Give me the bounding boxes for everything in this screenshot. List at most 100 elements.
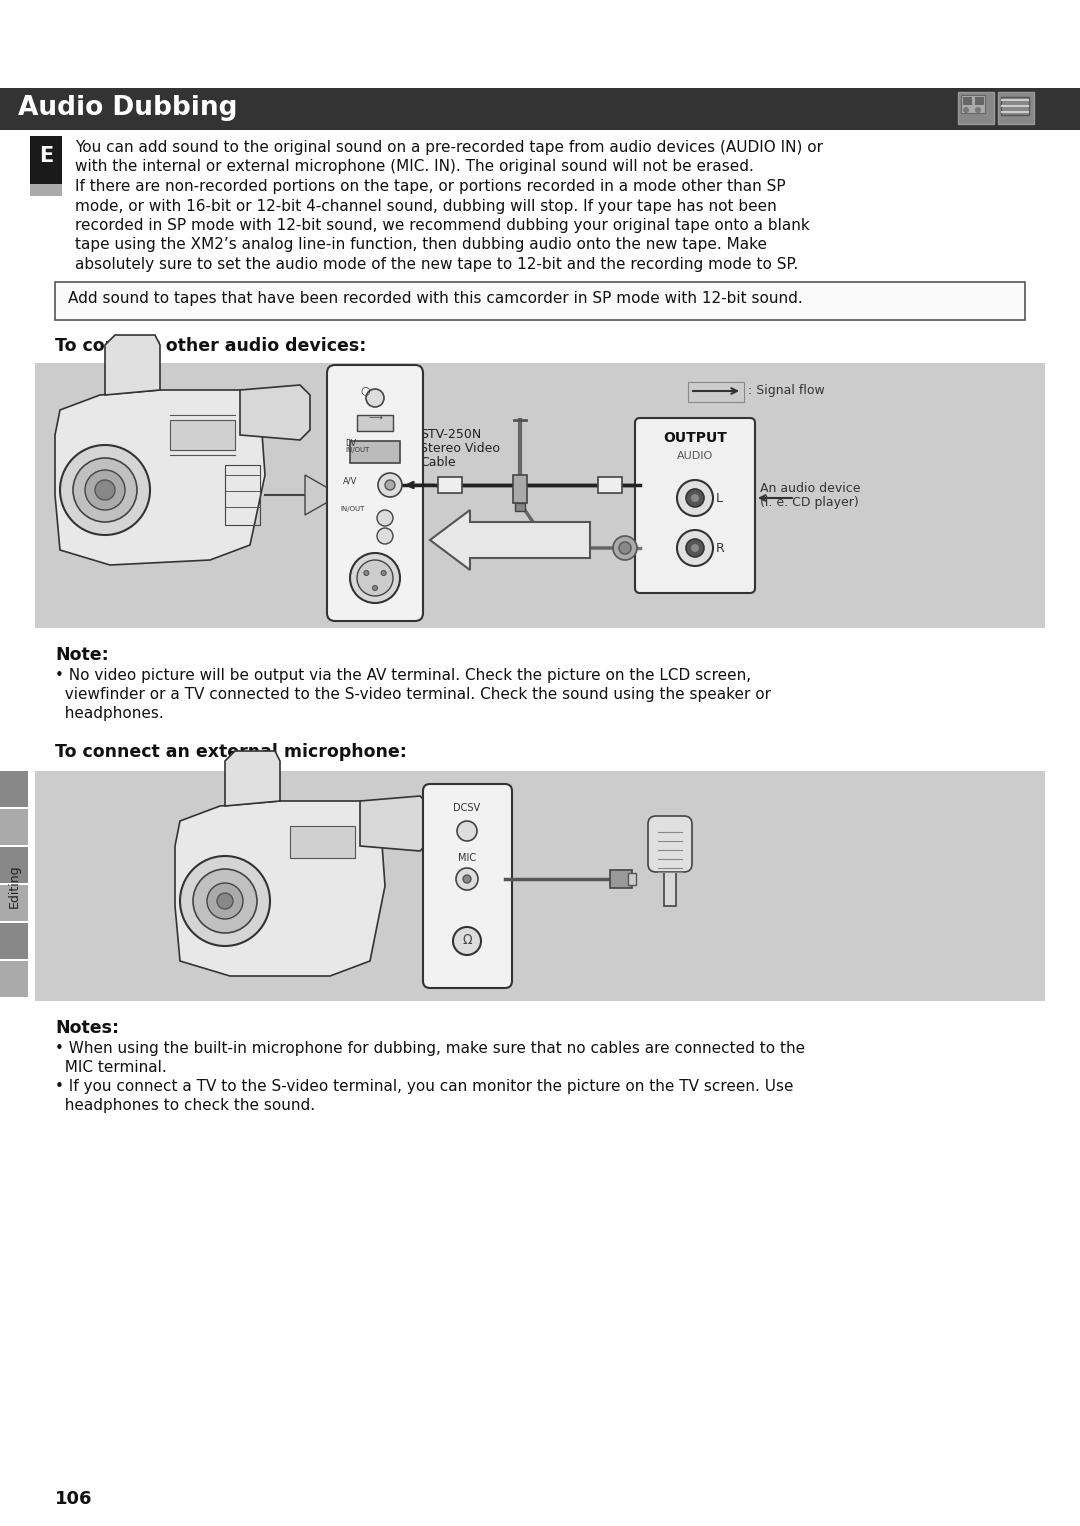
Bar — [598, 478, 622, 493]
Circle shape — [677, 481, 713, 516]
Text: AUDIO: AUDIO — [677, 452, 713, 461]
Text: ○: ○ — [360, 385, 369, 395]
Circle shape — [463, 874, 471, 884]
Bar — [664, 861, 676, 906]
Text: Note:: Note: — [55, 645, 109, 664]
Circle shape — [364, 571, 369, 575]
Bar — [513, 475, 527, 504]
Text: To connect an external microphone:: To connect an external microphone: — [55, 743, 407, 761]
Text: • No video picture will be output via the AV terminal. Check the picture on the : • No video picture will be output via th… — [55, 668, 751, 684]
Circle shape — [381, 571, 387, 575]
Polygon shape — [105, 336, 160, 395]
Bar — [963, 98, 972, 105]
Bar — [961, 95, 985, 113]
Bar — [958, 92, 994, 124]
Text: MIC: MIC — [458, 853, 476, 864]
Text: To connect other audio devices:: To connect other audio devices: — [55, 337, 366, 356]
Polygon shape — [240, 385, 310, 439]
Bar — [975, 98, 984, 105]
Bar — [0, 885, 28, 922]
Circle shape — [686, 539, 704, 557]
Circle shape — [217, 893, 233, 909]
Text: • If you connect a TV to the S-video terminal, you can monitor the picture on th: • If you connect a TV to the S-video ter… — [55, 1079, 794, 1094]
Circle shape — [73, 458, 137, 522]
Polygon shape — [360, 797, 430, 852]
Text: MIC terminal.: MIC terminal. — [55, 1061, 166, 1074]
Circle shape — [456, 868, 478, 890]
Bar — [30, 136, 62, 185]
Circle shape — [453, 926, 481, 955]
Text: Stereo Video: Stereo Video — [420, 443, 500, 455]
Bar — [357, 415, 393, 430]
Text: : Signal flow: : Signal flow — [748, 385, 825, 397]
Text: If there are non-recorded portions on the tape, or portions recorded in a mode o: If there are non-recorded portions on th… — [75, 179, 785, 194]
Text: An audio device: An audio device — [760, 482, 861, 494]
Text: R: R — [716, 542, 725, 555]
Circle shape — [613, 536, 637, 560]
Text: Audio Dubbing: Audio Dubbing — [18, 95, 238, 121]
Text: E: E — [39, 146, 53, 166]
Bar — [0, 89, 1080, 130]
Bar — [0, 771, 28, 807]
Text: Notes:: Notes: — [55, 1019, 119, 1038]
Polygon shape — [175, 801, 384, 977]
Text: headphones to check the sound.: headphones to check the sound. — [55, 1099, 315, 1112]
Circle shape — [975, 107, 981, 113]
Text: with the internal or external microphone (MIC. IN). The original sound will not : with the internal or external microphone… — [75, 160, 754, 174]
Circle shape — [373, 586, 378, 591]
Polygon shape — [430, 510, 590, 571]
Circle shape — [677, 530, 713, 566]
Bar — [627, 873, 636, 885]
Circle shape — [384, 481, 395, 490]
Circle shape — [60, 446, 150, 536]
Bar — [0, 923, 28, 958]
Text: OUTPUT: OUTPUT — [663, 430, 727, 446]
Text: ⟶: ⟶ — [368, 414, 382, 423]
Text: Add sound to tapes that have been recorded with this camcorder in SP mode with 1: Add sound to tapes that have been record… — [68, 291, 802, 307]
Polygon shape — [305, 475, 340, 514]
Circle shape — [357, 560, 393, 597]
Bar — [438, 478, 462, 493]
Text: (i. e. CD player): (i. e. CD player) — [760, 496, 859, 510]
Bar — [55, 282, 1025, 320]
Bar — [225, 465, 260, 525]
Bar — [610, 870, 632, 888]
Polygon shape — [55, 391, 265, 565]
Bar — [291, 826, 355, 858]
Circle shape — [686, 488, 704, 507]
Circle shape — [193, 868, 257, 932]
Circle shape — [207, 884, 243, 919]
Circle shape — [377, 528, 393, 543]
Text: Ω: Ω — [462, 934, 472, 948]
Text: L: L — [716, 491, 723, 505]
Text: tape using the XM2’s analog line-in function, then dubbing audio onto the new ta: tape using the XM2’s analog line-in func… — [75, 238, 767, 252]
FancyBboxPatch shape — [635, 418, 755, 594]
Text: STV-250N: STV-250N — [420, 427, 482, 441]
Text: DCSV: DCSV — [454, 803, 481, 813]
Text: Cable: Cable — [420, 456, 456, 468]
Circle shape — [85, 470, 125, 510]
Bar — [30, 185, 62, 195]
Bar — [350, 441, 400, 462]
Circle shape — [457, 821, 477, 841]
Text: DV: DV — [345, 439, 356, 449]
Text: mode, or with 16-bit or 12-bit 4-channel sound, dubbing will stop. If your tape : mode, or with 16-bit or 12-bit 4-channel… — [75, 198, 777, 214]
Bar — [515, 504, 525, 511]
Circle shape — [95, 481, 114, 501]
Bar — [1001, 98, 1029, 114]
Circle shape — [619, 542, 631, 554]
Bar — [35, 771, 1045, 1001]
Circle shape — [350, 552, 400, 603]
Circle shape — [378, 473, 402, 497]
Bar — [998, 92, 1034, 124]
Bar — [170, 420, 235, 450]
Circle shape — [963, 107, 969, 113]
FancyBboxPatch shape — [327, 365, 423, 621]
Circle shape — [180, 856, 270, 946]
Bar — [0, 809, 28, 845]
Circle shape — [691, 494, 699, 502]
Bar — [0, 961, 28, 996]
Text: recorded in SP mode with 12-bit sound, we recommend dubbing your original tape o: recorded in SP mode with 12-bit sound, w… — [75, 218, 810, 233]
Circle shape — [377, 510, 393, 526]
Bar — [688, 382, 744, 401]
